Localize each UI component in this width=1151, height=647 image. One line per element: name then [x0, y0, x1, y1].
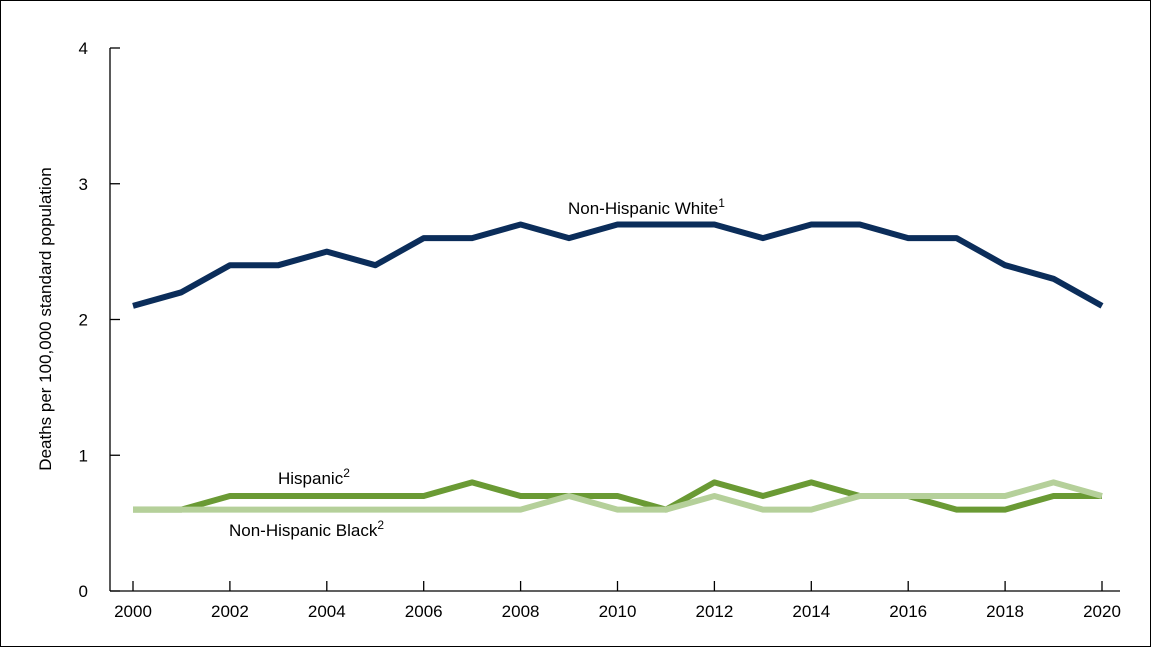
x-tick-label: 2010 [599, 602, 637, 621]
x-tick-label: 2018 [986, 602, 1024, 621]
y-tick-label: 1 [79, 446, 88, 465]
y-tick-label: 3 [79, 175, 88, 194]
x-tick-label: 2004 [308, 602, 346, 621]
y-tick-label: 0 [79, 582, 88, 601]
x-tick-label: 2016 [889, 602, 927, 621]
series-line-non-hispanic-black [133, 479, 1103, 513]
x-tick-label: 2000 [114, 602, 152, 621]
x-axis: 2000 2002 2004 2006 2008 2010 2012 2014 2016 2018… [110, 581, 1121, 621]
x-tick-label: 2008 [502, 602, 540, 621]
x-tick-label: 2012 [695, 602, 733, 621]
x-tick-label: 2006 [405, 602, 443, 621]
y-axis: 0 1 2 3 4 [79, 39, 120, 601]
series-line-hispanic [133, 479, 1102, 513]
y-axis-title: Deaths per 100,000 standard population [36, 167, 55, 470]
y-tick-label: 2 [79, 311, 88, 330]
series-label-hispanic: Hispanic2 [278, 466, 350, 488]
series-labels: Non-Hispanic White1 Hispanic2 Non-Hispan… [229, 196, 725, 540]
series-layer [132, 221, 1104, 513]
y-tick-label: 4 [79, 39, 88, 58]
x-tick-label: 2002 [211, 602, 249, 621]
series-label-black: Non-Hispanic Black2 [229, 518, 384, 540]
series-line-non-hispanic-white [132, 221, 1104, 309]
x-tick-label: 2014 [792, 602, 830, 621]
x-tick-label: 2020 [1083, 602, 1121, 621]
series-label-white: Non-Hispanic White1 [568, 196, 725, 218]
